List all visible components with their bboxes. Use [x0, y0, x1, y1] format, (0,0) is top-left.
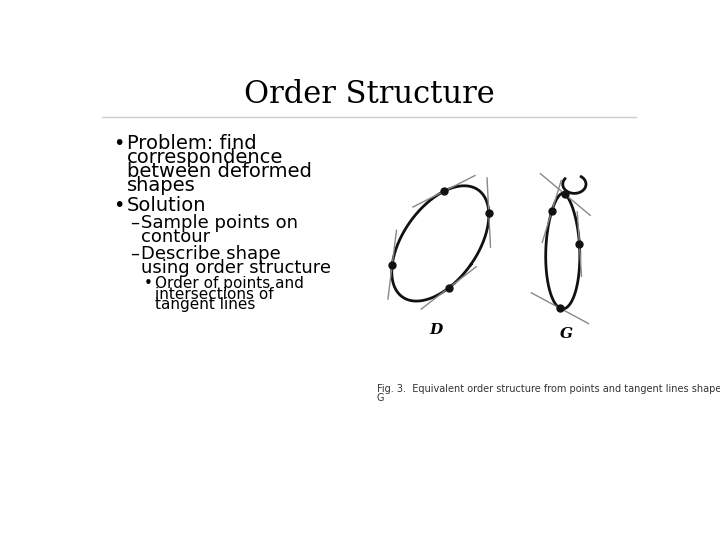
Text: contour: contour	[141, 228, 210, 246]
Text: using order structure: using order structure	[141, 259, 331, 277]
Text: •: •	[144, 276, 153, 291]
Text: Problem: find: Problem: find	[127, 134, 257, 153]
Text: tangent lines: tangent lines	[155, 298, 256, 312]
Text: correspondence: correspondence	[127, 148, 284, 167]
Text: intersections of: intersections of	[155, 287, 274, 301]
Text: D: D	[430, 323, 443, 337]
Text: shapes: shapes	[127, 176, 196, 195]
Text: Sample points on: Sample points on	[141, 214, 298, 232]
Text: Order Structure: Order Structure	[243, 78, 495, 110]
Text: •: •	[113, 195, 125, 215]
Text: Fig. 3.  Equivalent order structure from points and tangent lines shapes D and: Fig. 3. Equivalent order structure from …	[377, 384, 720, 394]
Text: between deformed: between deformed	[127, 162, 312, 181]
Text: –: –	[130, 245, 139, 263]
Text: –: –	[130, 214, 139, 232]
Text: Solution: Solution	[127, 195, 207, 215]
Text: Describe shape: Describe shape	[141, 245, 281, 263]
Text: Order of points and: Order of points and	[155, 276, 304, 291]
Text: •: •	[113, 134, 125, 153]
Text: G: G	[377, 393, 384, 403]
Text: G: G	[560, 327, 573, 341]
